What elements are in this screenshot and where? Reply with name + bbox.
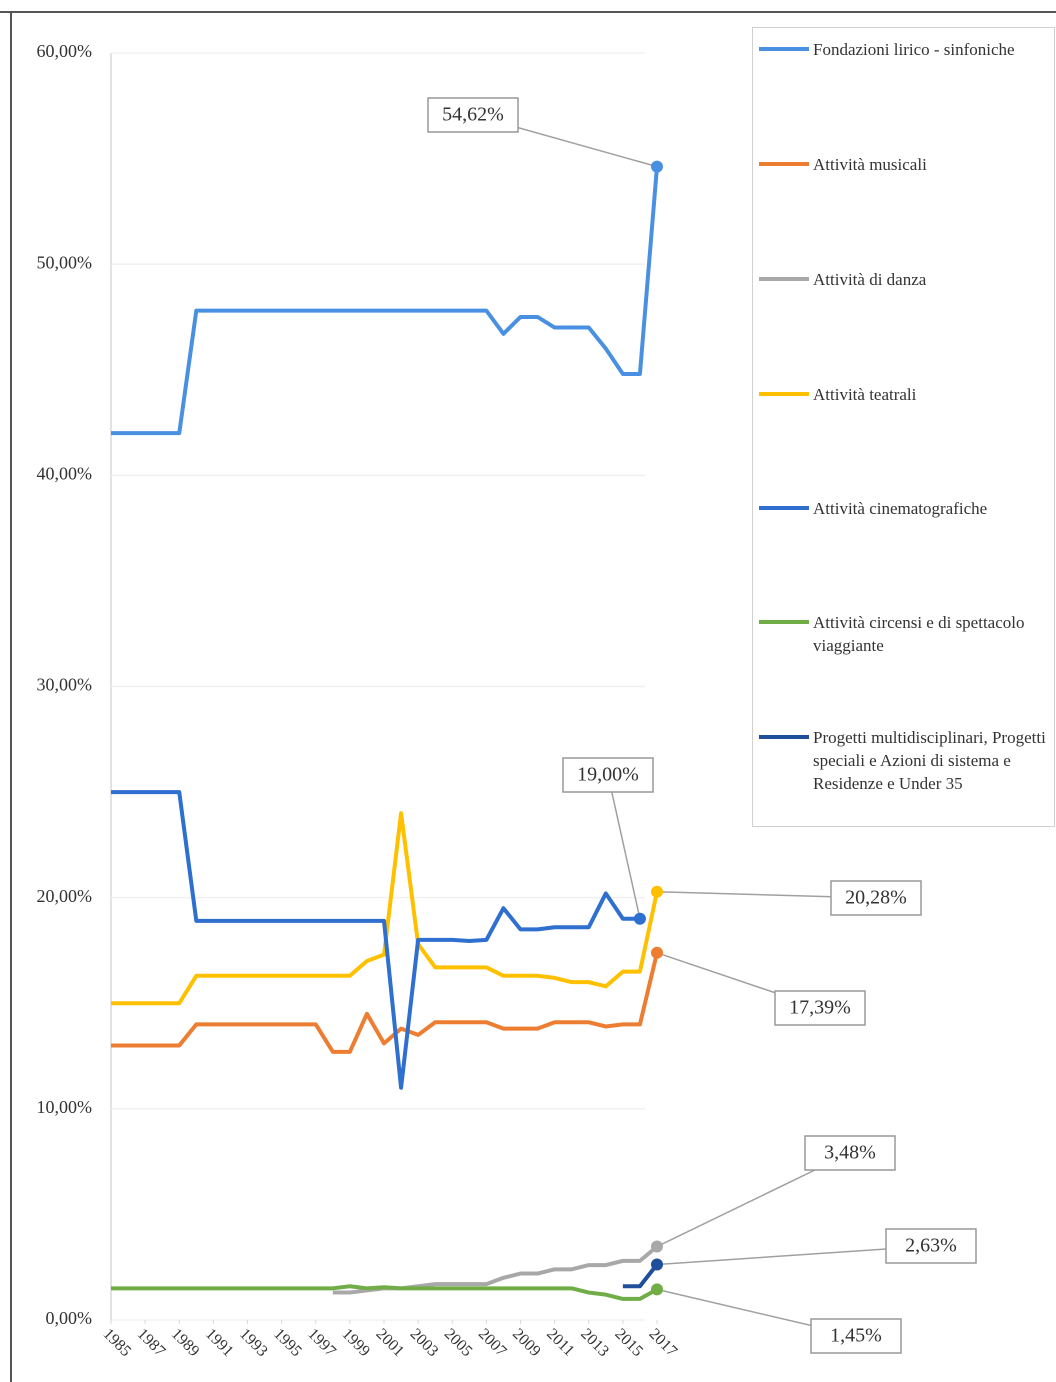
- label-box: [830, 880, 922, 916]
- legend-item: Attività circensi e di spettacolo viaggi…: [753, 611, 1053, 657]
- data-label: 1,45%: [830, 1325, 882, 1347]
- series-line: [622, 1263, 659, 1289]
- x-tick-label: 1997: [304, 1325, 339, 1360]
- legend-label: Fondazioni lirico - sinfoniche: [813, 40, 1015, 59]
- legend-item: Fondazioni lirico - sinfoniche: [753, 38, 1053, 61]
- x-tick-label: 1987: [134, 1325, 169, 1360]
- label-box: [774, 990, 866, 1026]
- label-box: [562, 757, 654, 793]
- label-box: [427, 97, 519, 133]
- legend-swatch: [759, 392, 809, 396]
- legend-swatch: [759, 620, 809, 624]
- series-line: [111, 952, 659, 1054]
- x-tick-label: 2003: [407, 1325, 442, 1360]
- legend-swatch: [759, 162, 809, 166]
- x-tick-label: 2007: [475, 1325, 510, 1360]
- series-line: [111, 790, 640, 1090]
- point-marker: [633, 912, 646, 925]
- data-label: 3,48%: [824, 1142, 876, 1164]
- data-label: 2,63%: [905, 1235, 957, 1257]
- legend-item: Attività di danza: [753, 268, 1053, 291]
- point-marker: [651, 1283, 663, 1296]
- label-box: [804, 1135, 896, 1171]
- point-marker: [651, 1258, 663, 1271]
- y-tick-label: 30,00%: [37, 675, 93, 695]
- legend-item: Attività musicali: [753, 153, 1053, 176]
- series-line: [111, 811, 659, 1006]
- x-tick-label: 2009: [509, 1325, 544, 1360]
- legend-item: Progetti multidisciplinari, Progetti spe…: [753, 726, 1053, 795]
- x-tick-label: 2013: [577, 1325, 612, 1360]
- legend-label: Attività cinematografiche: [813, 499, 988, 518]
- leader-line: [607, 774, 641, 919]
- legend-swatch: [759, 277, 809, 281]
- x-tick-label: 2001: [373, 1325, 408, 1360]
- legend-label: Attività di danza: [813, 270, 927, 289]
- point-marker: [651, 885, 663, 898]
- point-marker: [651, 1240, 663, 1253]
- data-label: 17,39%: [789, 997, 851, 1019]
- x-tick-label: 1993: [236, 1325, 271, 1360]
- legend-swatch: [759, 47, 809, 51]
- legend-label: Attività musicali: [813, 155, 927, 174]
- x-tick-label: 1989: [168, 1325, 203, 1360]
- label-box: [810, 1318, 902, 1354]
- x-tick-label: 2015: [611, 1325, 646, 1360]
- series-line: [111, 1284, 658, 1301]
- data-label: 20,28%: [845, 887, 907, 909]
- data-label: 19,00%: [577, 764, 639, 786]
- y-tick-label: 50,00%: [37, 252, 93, 272]
- series-line: [111, 166, 659, 436]
- x-tick-label: 2005: [441, 1325, 476, 1360]
- y-tick-label: 0,00%: [46, 1308, 93, 1328]
- x-tick-label: 1985: [100, 1325, 135, 1360]
- legend: Fondazioni lirico - sinfoniche Attività m…: [752, 27, 1055, 827]
- label-box: [885, 1228, 977, 1264]
- x-tick-label: 1995: [270, 1325, 305, 1360]
- legend-label: Attività circensi e di spettacolo viaggi…: [813, 613, 1025, 655]
- x-tick-label: 2011: [543, 1325, 577, 1359]
- y-tick-label: 10,00%: [37, 1097, 93, 1117]
- point-marker: [651, 946, 663, 959]
- y-tick-label: 40,00%: [37, 463, 93, 483]
- legend-swatch: [759, 506, 809, 510]
- y-tick-label: 60,00%: [37, 41, 93, 61]
- point-marker: [651, 160, 663, 173]
- legend-label: Progetti multidisciplinari, Progetti spe…: [813, 728, 1046, 793]
- legend-item: Attività teatrali: [753, 383, 1053, 406]
- legend-swatch: [759, 735, 809, 739]
- legend-label: Attività teatrali: [813, 385, 917, 404]
- x-tick-label: 1999: [338, 1325, 373, 1360]
- x-tick-label: 2017: [646, 1325, 681, 1360]
- y-tick-label: 20,00%: [37, 886, 93, 906]
- data-label: 54,62%: [442, 104, 504, 126]
- x-tick-label: 1991: [202, 1325, 237, 1360]
- legend-item: Attività cinematografiche: [753, 497, 1053, 520]
